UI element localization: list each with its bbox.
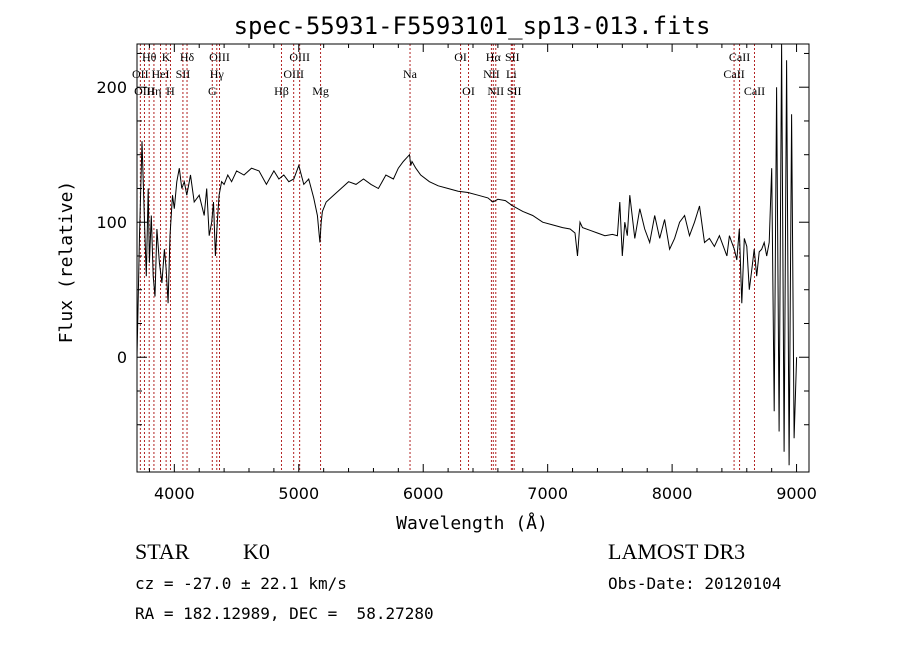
spectral-line-label: Hη <box>146 84 161 98</box>
spectral-line-label: SII <box>505 50 520 64</box>
redshift-text: cz = -27.0 ± 22.1 km/s <box>135 574 347 593</box>
observation-date: Obs-Date: 20120104 <box>608 574 781 593</box>
x-tick-label: 8000 <box>652 484 693 503</box>
x-axis-ticks: 4000 5000 6000 7000 8000 9000 <box>148 44 817 503</box>
spectral-line-label: OII <box>132 67 149 81</box>
y-tick-label: 0 <box>117 348 127 367</box>
x-tick-label: 4000 <box>154 484 195 503</box>
spectral-line-label: NII <box>483 67 500 81</box>
spectral-line-label: Hα <box>486 50 502 64</box>
object-class: STAR <box>135 539 190 564</box>
coordinates-text: RA = 182.12989, DEC = 58.27280 <box>135 604 434 623</box>
x-tick-label: 7000 <box>527 484 568 503</box>
spectral-line-label: Hδ <box>180 50 195 64</box>
spectral-line-label: CaII <box>729 50 750 64</box>
spectral-line-label: Li <box>506 67 517 81</box>
spectral-line-label: SII <box>507 84 522 98</box>
survey-name: LAMOST DR3 <box>608 539 745 564</box>
spectrum-line <box>136 43 798 466</box>
plot-frame <box>136 43 810 473</box>
spectral-line-label: OIII <box>289 50 310 64</box>
spectral-line-markers <box>139 44 755 472</box>
spectral-line-label: CaII <box>723 67 744 81</box>
spectral-line-label: OIII <box>209 50 230 64</box>
spectral-line-label: HeI <box>152 67 170 81</box>
spectral-line-label: Hγ <box>210 67 225 81</box>
object-subclass: K0 <box>243 539 270 564</box>
spectral-line-label: Hβ <box>274 84 289 98</box>
x-axis-label: Wavelength (Å) <box>396 512 548 534</box>
spectral-line-label: OIII <box>283 67 304 81</box>
y-axis-label: Flux (relative) <box>56 181 77 344</box>
spectral-line-labels: HθOIIOIIIHηHeIKHSIIHδGHγOIIIHβOIIIOIIIMg… <box>132 50 765 98</box>
spectral-line-label: SII <box>176 67 191 81</box>
x-tick-label: 5000 <box>278 484 319 503</box>
chart-title: spec-55931-F5593101_sp13-013.fits <box>234 12 711 40</box>
spectral-line-label: H <box>166 84 175 98</box>
spectral-line-label: CaII <box>744 84 765 98</box>
spectral-line-label: NII <box>487 84 504 98</box>
x-tick-label: 6000 <box>403 484 444 503</box>
x-tick-label: 9000 <box>776 484 817 503</box>
spectral-line-label: OI <box>462 84 475 98</box>
spectral-line-label: Na <box>403 67 418 81</box>
y-tick-label: 100 <box>96 213 127 232</box>
y-tick-label: 200 <box>96 78 127 97</box>
spectral-line-label: OI <box>454 50 467 64</box>
spectral-line-label: Hθ <box>142 50 157 64</box>
spectral-line-label: G <box>208 84 217 98</box>
spectral-line-label: Mg <box>312 84 329 98</box>
spectral-line-label: K <box>162 50 171 64</box>
y-axis-ticks: 0 100 200 <box>96 52 809 426</box>
